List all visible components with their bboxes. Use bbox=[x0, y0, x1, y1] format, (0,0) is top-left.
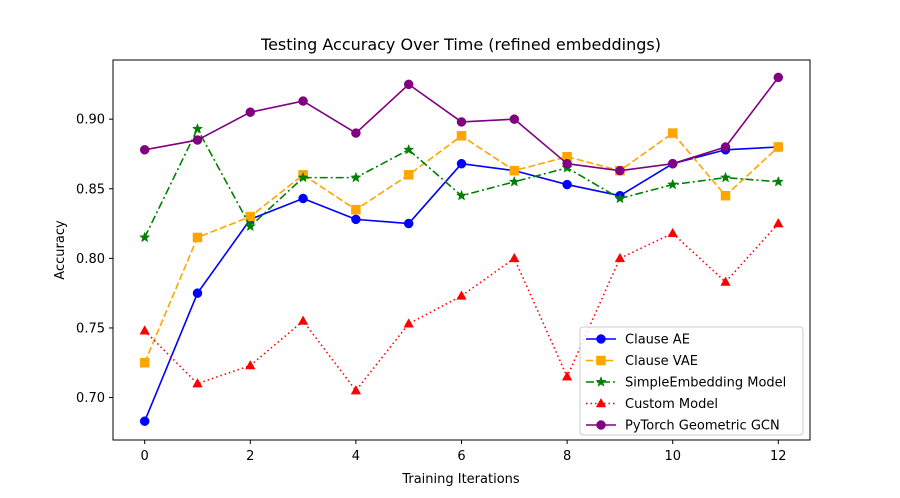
data-point bbox=[245, 107, 256, 117]
data-point bbox=[245, 360, 256, 370]
data-point bbox=[561, 371, 573, 381]
data-point bbox=[719, 171, 732, 183]
legend-marker bbox=[596, 420, 606, 430]
data-point bbox=[455, 189, 468, 201]
data-point bbox=[403, 218, 414, 229]
data-point bbox=[403, 170, 414, 180]
data-point bbox=[139, 145, 150, 155]
data-point bbox=[351, 128, 361, 138]
data-point bbox=[509, 252, 520, 263]
data-point bbox=[720, 142, 731, 152]
data-point bbox=[456, 131, 467, 141]
data-point bbox=[667, 128, 678, 138]
data-point bbox=[456, 290, 467, 300]
legend-marker bbox=[595, 376, 607, 387]
x-tick-label: 6 bbox=[457, 449, 465, 464]
series-custom-model bbox=[139, 218, 784, 395]
data-point bbox=[614, 192, 626, 204]
x-tick-label: 10 bbox=[664, 449, 681, 464]
series-pytorch-geometric-gcn bbox=[139, 72, 784, 176]
legend-item-pytorch-geometric-gcn: PyTorch Geometric GCN bbox=[586, 419, 780, 434]
legend-item-simpleembedding-model: SimpleEmbedding Model bbox=[586, 376, 786, 391]
data-point bbox=[773, 142, 784, 152]
legend-marker bbox=[596, 355, 606, 366]
data-point bbox=[350, 385, 362, 395]
data-point bbox=[773, 72, 784, 83]
data-point bbox=[191, 122, 204, 134]
data-point bbox=[772, 175, 784, 187]
legend-box bbox=[579, 326, 804, 436]
legend-item-custom-model: Custom Model bbox=[586, 397, 718, 412]
data-point bbox=[720, 276, 731, 286]
data-point bbox=[297, 315, 309, 325]
x-tick-label: 12 bbox=[770, 449, 787, 464]
y-axis-label: Accuracy bbox=[53, 220, 68, 280]
x-axis-label: Training Iterations bbox=[401, 472, 520, 487]
data-point bbox=[615, 165, 625, 176]
data-point bbox=[562, 179, 572, 190]
y-tick-label: 0.70 bbox=[76, 391, 105, 406]
data-point bbox=[614, 252, 626, 263]
data-point bbox=[667, 178, 679, 190]
y-tick-label: 0.85 bbox=[76, 182, 105, 197]
x-tick-label: 8 bbox=[563, 449, 571, 464]
legend-label: SimpleEmbedding Model bbox=[625, 376, 786, 391]
data-point bbox=[244, 220, 256, 232]
y-tick-label: 0.80 bbox=[76, 252, 105, 267]
legend-label: Clause VAE bbox=[625, 354, 698, 369]
plot-area bbox=[139, 72, 784, 426]
data-point bbox=[139, 416, 150, 426]
data-point bbox=[456, 158, 467, 169]
data-point bbox=[350, 171, 362, 183]
data-point bbox=[508, 175, 520, 187]
x-tick-label: 2 bbox=[246, 449, 254, 464]
data-point bbox=[351, 214, 361, 225]
legend: Clause AE Clause VAE SimpleEmbedding Model… bbox=[579, 326, 804, 436]
data-point bbox=[192, 288, 203, 298]
legend-label: Clause AE bbox=[625, 333, 690, 348]
legend-item-clause-ae: Clause AE bbox=[586, 333, 690, 348]
y-tick-label: 0.75 bbox=[76, 321, 105, 336]
data-point bbox=[403, 318, 414, 328]
data-point bbox=[509, 114, 520, 124]
data-point bbox=[192, 135, 203, 145]
legend-marker bbox=[595, 397, 607, 408]
data-point bbox=[403, 143, 415, 155]
data-point bbox=[298, 96, 308, 106]
legend-marker bbox=[596, 334, 606, 344]
data-point bbox=[139, 325, 150, 335]
data-point bbox=[456, 117, 467, 127]
data-point bbox=[509, 165, 520, 176]
x-tick-label: 0 bbox=[141, 449, 149, 464]
data-point bbox=[667, 227, 678, 238]
data-point bbox=[139, 231, 151, 243]
x-axis: 0 2 4 6 8 10 12 bbox=[141, 440, 787, 464]
legend-item-clause-vae: Clause VAE bbox=[586, 354, 698, 369]
y-tick-label: 0.90 bbox=[76, 113, 105, 128]
x-tick-label: 4 bbox=[352, 449, 360, 464]
data-point bbox=[773, 218, 784, 228]
chart-title: Testing Accuracy Over Time (refined embe… bbox=[260, 35, 661, 54]
data-point bbox=[139, 357, 150, 368]
data-point bbox=[403, 79, 414, 90]
data-point bbox=[192, 378, 203, 388]
legend-label: PyTorch Geometric GCN bbox=[625, 419, 780, 434]
y-axis: 0.70 0.75 0.80 0.85 0.90 bbox=[76, 113, 113, 406]
data-point bbox=[351, 204, 361, 215]
legend-label: Custom Model bbox=[625, 397, 718, 412]
data-point bbox=[298, 193, 308, 204]
data-point bbox=[720, 190, 731, 201]
data-point bbox=[562, 158, 572, 169]
data-point bbox=[667, 158, 678, 169]
data-point bbox=[192, 232, 203, 243]
data-point bbox=[297, 171, 309, 183]
